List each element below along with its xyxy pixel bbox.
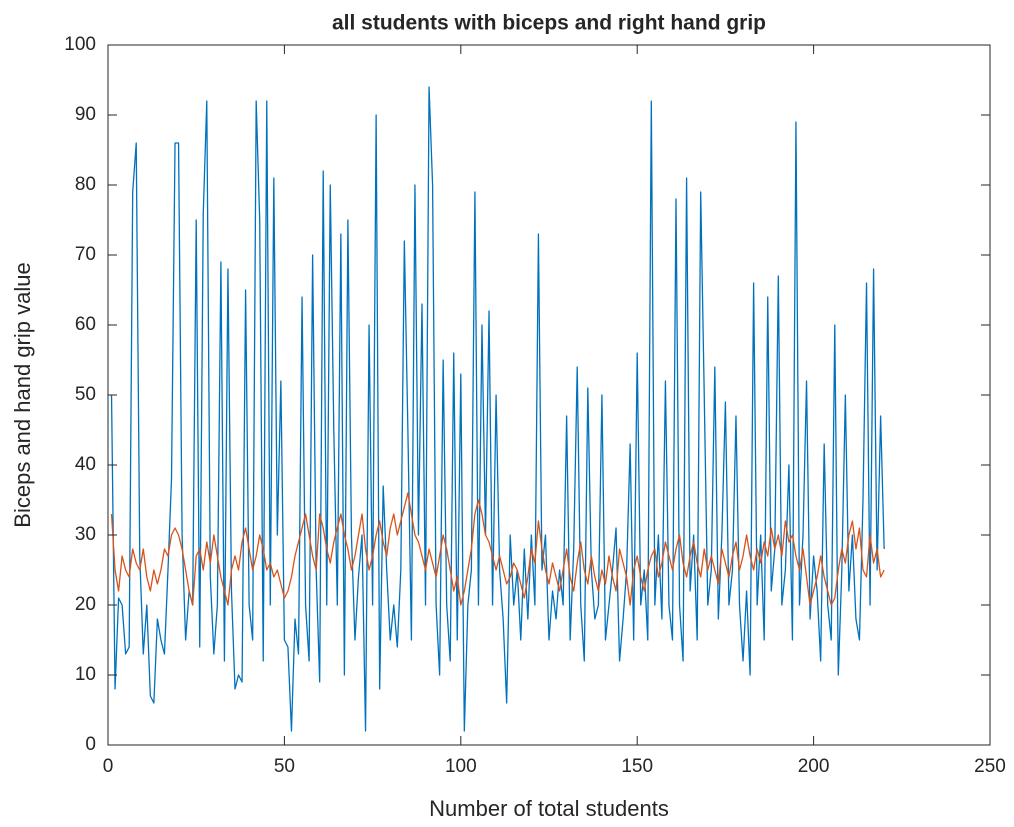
y-tick-label: 50 xyxy=(75,384,96,405)
x-tick-label: 200 xyxy=(798,756,830,777)
y-axis-label: Biceps and hand grip value xyxy=(10,262,35,527)
x-axis-label: Number of total students xyxy=(429,796,669,821)
data-line xyxy=(110,492,885,606)
x-tick-label: 250 xyxy=(974,756,1006,777)
y-tick-label: 0 xyxy=(85,734,96,755)
x-tick-label: 50 xyxy=(274,756,295,777)
chart-title: all students with biceps and right hand … xyxy=(332,12,766,35)
y-tick-label: 100 xyxy=(64,34,96,55)
x-tick-label: 0 xyxy=(103,756,114,777)
data-line xyxy=(110,86,885,732)
y-tick-label: 60 xyxy=(75,314,96,335)
x-tick-label: 150 xyxy=(621,756,653,777)
y-tick-label: 20 xyxy=(75,594,96,615)
y-tick-label: 10 xyxy=(75,664,96,685)
x-tick-label: 100 xyxy=(445,756,477,777)
y-tick-label: 70 xyxy=(75,244,96,265)
y-tick-label: 90 xyxy=(75,104,96,125)
y-tick-label: 30 xyxy=(75,524,96,545)
y-tick-label: 40 xyxy=(75,454,96,475)
y-tick-label: 80 xyxy=(75,174,96,195)
